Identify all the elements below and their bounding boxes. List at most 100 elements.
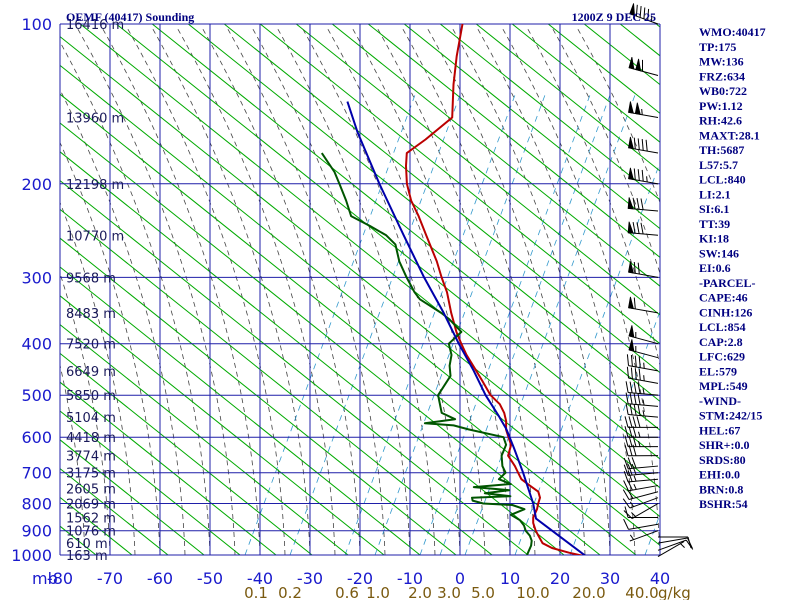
barb-shaft	[628, 392, 659, 396]
barb-feather	[637, 393, 641, 405]
barb-feather	[637, 169, 640, 181]
sounding-profiles	[320, 24, 587, 555]
wind-barb	[625, 381, 659, 396]
barb-feather	[628, 426, 633, 438]
barb-feather	[637, 382, 641, 394]
barb-feather	[629, 381, 633, 393]
isobar-isotherm-grid	[59, 23, 661, 556]
barb-feather	[623, 510, 633, 519]
barb-pennant	[629, 3, 635, 16]
dry-adiabats	[60, 24, 660, 555]
height-label: 6649 m	[66, 365, 116, 380]
barb-feather	[623, 471, 629, 483]
temperature-tick-label: 0	[455, 569, 465, 588]
barb-feather	[630, 367, 633, 379]
barb-feather	[638, 356, 641, 368]
index-item: TP:175	[699, 40, 736, 54]
barb-half-feather	[642, 410, 645, 416]
index-item: KI:18	[699, 232, 729, 246]
barb-feather	[635, 4, 638, 17]
index-item: -PARCEL-	[699, 276, 755, 290]
index-item: TT:39	[699, 217, 730, 231]
temperature-tick-label: -60	[147, 569, 173, 588]
barb-shaft	[631, 503, 659, 519]
barb-feather	[633, 261, 636, 274]
height-label: 8483 m	[66, 307, 116, 322]
index-item: HEL:67	[699, 423, 740, 437]
wind-barb	[625, 403, 659, 418]
barb-feather	[637, 262, 640, 275]
index-item: CAPE:46	[699, 291, 748, 305]
barb-pennant	[628, 339, 635, 352]
index-item: BRN:0.8	[699, 482, 743, 496]
wind-barb	[623, 503, 659, 519]
temperature-tick-label: -30	[297, 569, 323, 588]
mixing-ratio-unit-label: g/kg	[658, 584, 691, 600]
barb-feather	[633, 403, 637, 416]
wind-barb	[626, 354, 659, 372]
temperature-tick-label: 30	[600, 569, 620, 588]
temperature-tick-label: 40	[650, 569, 670, 588]
barb-feather	[641, 139, 644, 151]
barb-half-feather	[680, 543, 685, 548]
pressure-tick-label: 1000	[11, 546, 52, 565]
barb-pennant	[627, 221, 634, 234]
barb-feather	[632, 416, 637, 428]
wind-barb	[657, 541, 685, 558]
barb-feather	[627, 464, 633, 476]
index-item: MW:136	[699, 55, 744, 69]
stability-indices-panel: WMO:40417TP:175MW:136FRZ:634WB0:722PW:1.…	[699, 25, 766, 511]
wind-barb	[623, 470, 659, 483]
barb-half-feather	[641, 108, 643, 115]
wind-barb	[624, 435, 659, 448]
barb-feather	[625, 392, 629, 404]
barb-feather	[687, 536, 692, 549]
barb-shaft	[628, 465, 659, 470]
barb-feather	[637, 404, 641, 416]
barb-feather	[636, 222, 640, 234]
index-item: CINH:126	[699, 305, 752, 319]
wind-barb	[624, 416, 659, 428]
barb-feather	[633, 137, 636, 150]
temperature-profile	[405, 24, 584, 555]
mixing-ratio-labels: 0.1 0.2 0.6 1.0 2.0 3.0 5.0 10.0 20.0 40.0	[244, 584, 659, 600]
pressure-tick-label: 900	[21, 522, 52, 541]
wind-barb	[628, 296, 659, 314]
barb-feather	[632, 222, 636, 234]
wind-barb	[623, 457, 659, 470]
barb-feather	[633, 381, 637, 394]
barb-pennant	[634, 102, 641, 115]
wind-barb	[628, 136, 659, 154]
wind-barb	[628, 101, 659, 118]
barb-pennant	[635, 58, 642, 72]
barb-feather	[632, 197, 636, 210]
dry-adiabat	[60, 439, 205, 555]
temperature-tick-label: -50	[197, 569, 223, 588]
barb-feather	[625, 381, 629, 393]
wind-barb	[628, 325, 659, 345]
parcel-profile	[346, 101, 587, 555]
mixing-ratio-line	[419, 94, 591, 555]
wind-barb	[622, 497, 659, 509]
index-item: EI:0.6	[699, 261, 731, 275]
barb-shaft	[628, 478, 659, 483]
pressure-tick-label: 300	[21, 268, 52, 287]
pressure-tick-label: 700	[21, 464, 52, 483]
barb-half-feather	[633, 483, 637, 490]
barb-half-feather	[643, 362, 645, 369]
barb-shaft	[628, 472, 659, 476]
temperature-tick-label: 20	[550, 569, 570, 588]
barb-shaft	[628, 377, 659, 384]
temperature-tick-label: -20	[347, 569, 373, 588]
wind-barb	[628, 56, 659, 76]
dry-adiabat	[60, 323, 349, 555]
index-item: BSHR:54	[699, 497, 748, 511]
barb-shaft	[628, 403, 659, 407]
dry-adiabat	[60, 266, 421, 555]
index-item: EL:579	[699, 364, 737, 378]
dry-adiabat	[223, 24, 660, 374]
index-item: STM:242/15	[699, 409, 762, 423]
barb-feather	[623, 518, 629, 530]
mixing-ratio-tick-label: 0.1	[244, 584, 268, 600]
barb-shaft	[657, 537, 688, 544]
